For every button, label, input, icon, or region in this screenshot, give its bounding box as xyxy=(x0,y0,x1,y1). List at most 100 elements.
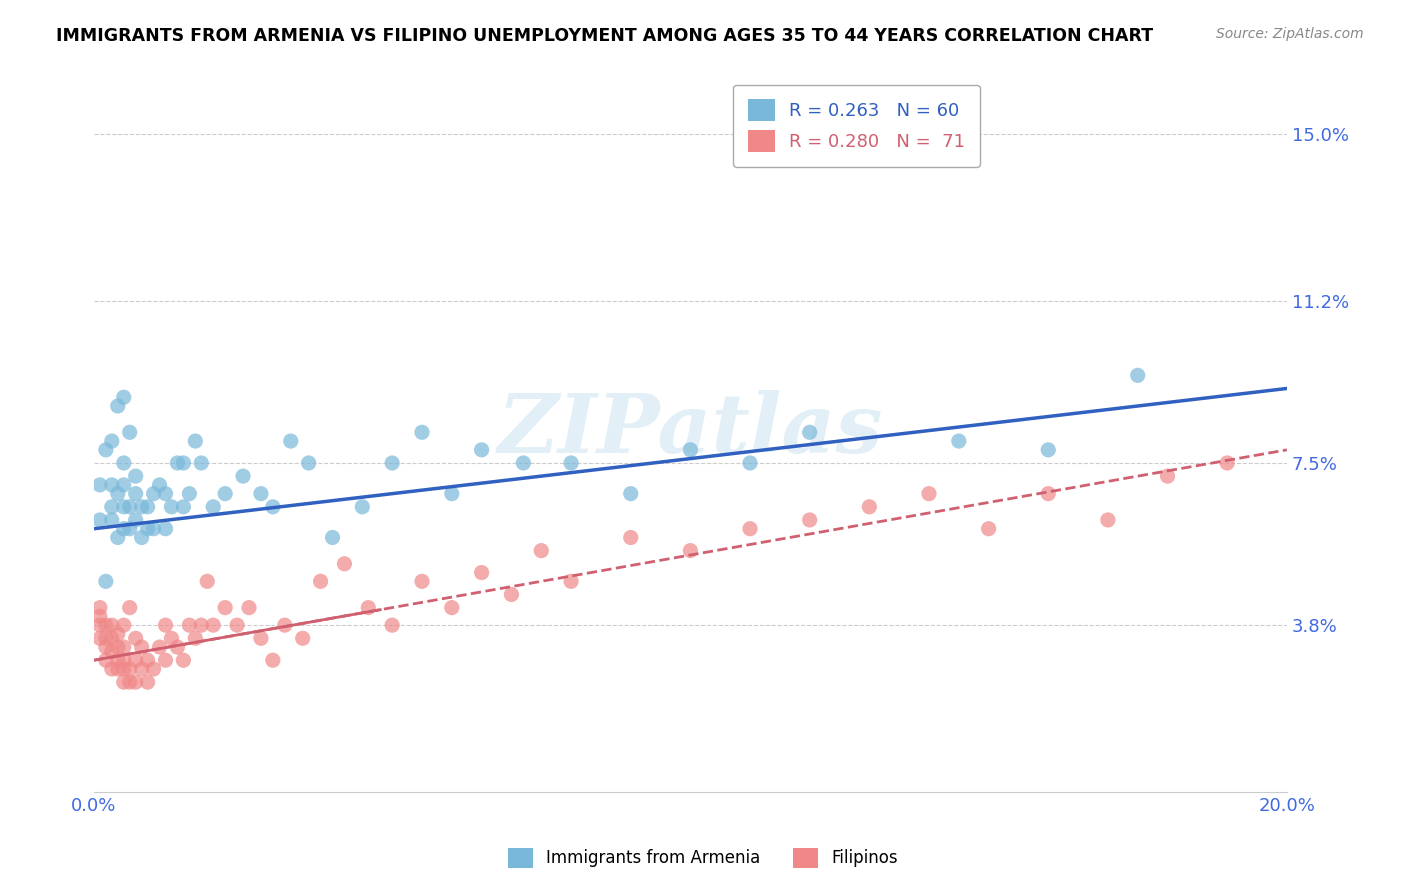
Point xyxy=(501,587,523,601)
Point xyxy=(1156,469,1178,483)
Point xyxy=(112,456,135,470)
Point xyxy=(738,522,761,536)
Point xyxy=(280,434,302,448)
Point xyxy=(89,600,111,615)
Point xyxy=(1097,513,1119,527)
Point xyxy=(560,574,582,589)
Point xyxy=(202,618,225,632)
Point xyxy=(1038,486,1060,500)
Point xyxy=(131,662,153,676)
Point xyxy=(148,640,170,654)
Point xyxy=(620,531,643,545)
Point xyxy=(136,675,159,690)
Point xyxy=(131,531,153,545)
Text: ZIPatlas: ZIPatlas xyxy=(498,390,883,470)
Point xyxy=(352,500,374,514)
Point xyxy=(125,675,148,690)
Point xyxy=(298,456,321,470)
Text: IMMIGRANTS FROM ARMENIA VS FILIPINO UNEMPLOYMENT AMONG AGES 35 TO 44 YEARS CORRE: IMMIGRANTS FROM ARMENIA VS FILIPINO UNEM… xyxy=(56,27,1153,45)
Point xyxy=(131,500,153,514)
Point xyxy=(1126,368,1149,383)
Text: Source: ZipAtlas.com: Source: ZipAtlas.com xyxy=(1216,27,1364,41)
Point xyxy=(101,434,124,448)
Point xyxy=(530,543,553,558)
Point xyxy=(107,627,129,641)
Point xyxy=(112,500,135,514)
Point xyxy=(107,653,129,667)
Point xyxy=(125,653,148,667)
Point xyxy=(112,618,135,632)
Point xyxy=(250,486,273,500)
Point xyxy=(1038,442,1060,457)
Point xyxy=(112,640,135,654)
Point xyxy=(321,531,343,545)
Point xyxy=(226,618,249,632)
Point xyxy=(172,500,194,514)
Point xyxy=(274,618,297,632)
Point xyxy=(440,600,463,615)
Point xyxy=(136,500,159,514)
Point xyxy=(94,653,117,667)
Point xyxy=(172,653,194,667)
Point xyxy=(142,486,165,500)
Point xyxy=(89,609,111,624)
Point xyxy=(125,469,148,483)
Point xyxy=(125,632,148,646)
Point xyxy=(858,500,880,514)
Point xyxy=(155,618,177,632)
Point xyxy=(262,653,284,667)
Point xyxy=(166,456,188,470)
Point xyxy=(118,500,141,514)
Point xyxy=(118,522,141,536)
Point xyxy=(94,632,117,646)
Point xyxy=(142,662,165,676)
Point xyxy=(155,522,177,536)
Point xyxy=(107,640,129,654)
Point xyxy=(112,653,135,667)
Point xyxy=(381,456,404,470)
Point xyxy=(440,486,463,500)
Point xyxy=(232,469,254,483)
Point xyxy=(620,486,643,500)
Point xyxy=(107,531,129,545)
Point xyxy=(89,618,111,632)
Point xyxy=(184,632,207,646)
Point xyxy=(214,600,236,615)
Point xyxy=(184,434,207,448)
Point xyxy=(202,500,225,514)
Point xyxy=(291,632,314,646)
Point xyxy=(107,662,129,676)
Legend: R = 0.263   N = 60, R = 0.280   N =  71: R = 0.263 N = 60, R = 0.280 N = 71 xyxy=(733,85,980,167)
Point xyxy=(148,478,170,492)
Point xyxy=(142,522,165,536)
Point xyxy=(679,543,702,558)
Point xyxy=(195,574,218,589)
Point xyxy=(214,486,236,500)
Point xyxy=(89,632,111,646)
Point xyxy=(190,456,212,470)
Point xyxy=(172,456,194,470)
Point xyxy=(112,478,135,492)
Point xyxy=(190,618,212,632)
Point xyxy=(155,653,177,667)
Point xyxy=(94,442,117,457)
Point xyxy=(471,442,494,457)
Point xyxy=(799,513,821,527)
Point xyxy=(512,456,534,470)
Point xyxy=(918,486,941,500)
Point xyxy=(166,640,188,654)
Point xyxy=(118,662,141,676)
Point xyxy=(411,574,433,589)
Point xyxy=(977,522,1000,536)
Point xyxy=(160,500,183,514)
Point xyxy=(101,513,124,527)
Point xyxy=(118,675,141,690)
Point xyxy=(118,600,141,615)
Point xyxy=(101,478,124,492)
Point xyxy=(679,442,702,457)
Point xyxy=(381,618,404,632)
Point xyxy=(112,662,135,676)
Point xyxy=(136,522,159,536)
Point xyxy=(262,500,284,514)
Point xyxy=(560,456,582,470)
